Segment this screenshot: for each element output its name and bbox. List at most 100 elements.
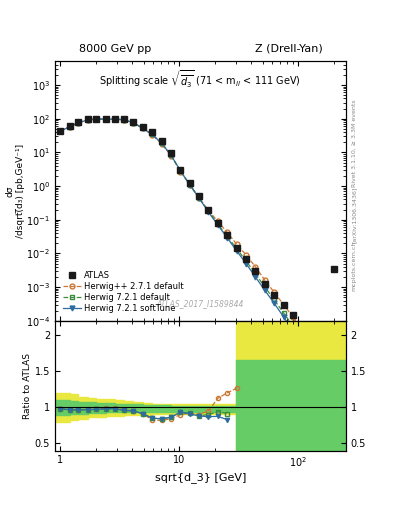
Herwig 7.2.1 default xyxy=(103,116,108,122)
Herwig 7.2.1 default xyxy=(121,117,126,123)
Herwig++ 2.7.1 default xyxy=(178,168,183,175)
ATLAS xyxy=(272,291,277,297)
Text: [arXiv:1306.3436]: [arXiv:1306.3436] xyxy=(352,187,357,243)
Herwig 7.2.1 softTune xyxy=(225,235,230,241)
ATLAS xyxy=(121,116,126,122)
Herwig++ 2.7.1 default xyxy=(281,302,286,308)
ATLAS xyxy=(281,302,286,308)
Line: ATLAS: ATLAS xyxy=(57,116,306,334)
Herwig++ 2.7.1 default xyxy=(103,116,108,122)
Herwig 7.2.1 default xyxy=(187,182,192,188)
Herwig++ 2.7.1 default xyxy=(187,182,192,188)
Herwig 7.2.1 softTune xyxy=(68,123,72,130)
Herwig 7.2.1 softTune xyxy=(103,116,108,122)
Herwig 7.2.1 softTune xyxy=(121,117,126,123)
Herwig 7.2.1 softTune xyxy=(206,209,211,215)
Herwig 7.2.1 softTune xyxy=(140,125,145,131)
Herwig++ 2.7.1 default xyxy=(58,128,63,134)
Herwig 7.2.1 softTune xyxy=(86,117,90,123)
Herwig 7.2.1 default xyxy=(225,233,230,240)
ATLAS xyxy=(94,116,99,122)
Herwig 7.2.1 default xyxy=(113,116,118,122)
Herwig 7.2.1 softTune xyxy=(272,301,277,307)
Herwig 7.2.1 softTune xyxy=(244,261,248,267)
Herwig 7.2.1 default xyxy=(140,125,145,131)
Herwig++ 2.7.1 default xyxy=(121,117,126,123)
Herwig 7.2.1 default xyxy=(196,195,201,201)
Line: Herwig++ 2.7.1 default: Herwig++ 2.7.1 default xyxy=(58,117,305,335)
ATLAS xyxy=(187,180,192,186)
Herwig 7.2.1 softTune xyxy=(281,314,286,320)
Herwig 7.2.1 default xyxy=(68,123,72,130)
ATLAS xyxy=(234,244,239,250)
ATLAS xyxy=(253,268,258,274)
Text: mcplots.cern.ch: mcplots.cern.ch xyxy=(352,241,357,291)
Y-axis label: Ratio to ATLAS: Ratio to ATLAS xyxy=(23,353,32,419)
Herwig 7.2.1 default xyxy=(86,117,90,123)
Line: Herwig 7.2.1 softTune: Herwig 7.2.1 softTune xyxy=(58,117,305,348)
ATLAS xyxy=(225,232,230,238)
ATLAS xyxy=(75,119,80,125)
Herwig++ 2.7.1 default xyxy=(68,123,72,130)
Herwig++ 2.7.1 default xyxy=(196,195,201,201)
Herwig++ 2.7.1 default xyxy=(206,207,211,214)
Herwig 7.2.1 default xyxy=(272,297,277,303)
Herwig++ 2.7.1 default xyxy=(244,252,248,258)
ATLAS xyxy=(291,312,296,318)
ATLAS xyxy=(244,255,248,262)
ATLAS xyxy=(103,116,108,122)
Herwig 7.2.1 softTune xyxy=(263,287,267,293)
Herwig 7.2.1 default xyxy=(94,116,99,122)
X-axis label: sqrt{d_3} [GeV]: sqrt{d_3} [GeV] xyxy=(155,472,246,483)
ATLAS xyxy=(178,167,183,173)
Herwig++ 2.7.1 default xyxy=(215,218,220,224)
Herwig++ 2.7.1 default xyxy=(300,329,305,335)
Herwig 7.2.1 softTune xyxy=(196,195,201,201)
Herwig++ 2.7.1 default xyxy=(86,117,90,123)
Herwig++ 2.7.1 default xyxy=(253,264,258,270)
Line: Herwig 7.2.1 default: Herwig 7.2.1 default xyxy=(58,117,305,344)
Herwig 7.2.1 default xyxy=(300,338,305,344)
Herwig 7.2.1 default xyxy=(281,310,286,316)
Herwig 7.2.1 softTune xyxy=(215,222,220,228)
Herwig 7.2.1 default xyxy=(178,168,183,174)
Legend: ATLAS, Herwig++ 2.7.1 default, Herwig 7.2.1 default, Herwig 7.2.1 softTune: ATLAS, Herwig++ 2.7.1 default, Herwig 7.… xyxy=(59,268,187,317)
Herwig 7.2.1 default xyxy=(234,245,239,251)
Herwig++ 2.7.1 default xyxy=(160,141,164,147)
ATLAS xyxy=(196,193,201,199)
ATLAS xyxy=(58,127,63,134)
Y-axis label: dσ
/dsqrt(̅d₃) [pb,GeV⁻¹]: dσ /dsqrt(̅d₃) [pb,GeV⁻¹] xyxy=(5,144,25,238)
Herwig 7.2.1 default xyxy=(244,258,248,264)
Herwig 7.2.1 softTune xyxy=(113,116,118,122)
Herwig 7.2.1 default xyxy=(253,271,258,277)
Herwig 7.2.1 default xyxy=(291,323,296,329)
ATLAS xyxy=(140,124,145,130)
ATLAS xyxy=(160,138,164,144)
Herwig 7.2.1 softTune xyxy=(253,274,258,280)
ATLAS xyxy=(215,220,220,226)
Herwig 7.2.1 softTune xyxy=(169,152,173,158)
Text: ATLAS_2017_I1589844: ATLAS_2017_I1589844 xyxy=(157,299,244,308)
ATLAS xyxy=(86,116,90,122)
Herwig++ 2.7.1 default xyxy=(140,125,145,131)
ATLAS xyxy=(68,123,72,129)
Herwig 7.2.1 softTune xyxy=(150,132,154,138)
Herwig 7.2.1 default xyxy=(75,120,80,126)
Text: Splitting scale $\sqrt{\overline{d_3}}$ (71 < m$_{ll}$ < 111 GeV): Splitting scale $\sqrt{\overline{d_3}}$ … xyxy=(99,69,301,91)
Herwig 7.2.1 softTune xyxy=(178,168,183,174)
Herwig 7.2.1 softTune xyxy=(160,140,164,146)
Herwig 7.2.1 softTune xyxy=(58,128,63,134)
Herwig 7.2.1 softTune xyxy=(291,328,296,334)
Herwig 7.2.1 softTune xyxy=(187,182,192,188)
Herwig++ 2.7.1 default xyxy=(131,120,136,126)
Herwig 7.2.1 softTune xyxy=(131,120,136,126)
Herwig++ 2.7.1 default xyxy=(225,229,230,236)
Herwig 7.2.1 default xyxy=(169,152,173,158)
Herwig++ 2.7.1 default xyxy=(169,153,173,159)
Herwig 7.2.1 softTune xyxy=(94,116,99,122)
Herwig++ 2.7.1 default xyxy=(263,277,267,283)
Herwig 7.2.1 softTune xyxy=(75,120,80,126)
Text: 8000 GeV pp: 8000 GeV pp xyxy=(79,44,151,54)
Herwig++ 2.7.1 default xyxy=(150,132,154,138)
Herwig++ 2.7.1 default xyxy=(113,116,118,122)
